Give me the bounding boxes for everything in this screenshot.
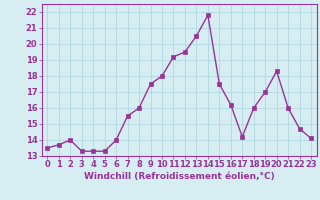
X-axis label: Windchill (Refroidissement éolien,°C): Windchill (Refroidissement éolien,°C) — [84, 172, 275, 181]
